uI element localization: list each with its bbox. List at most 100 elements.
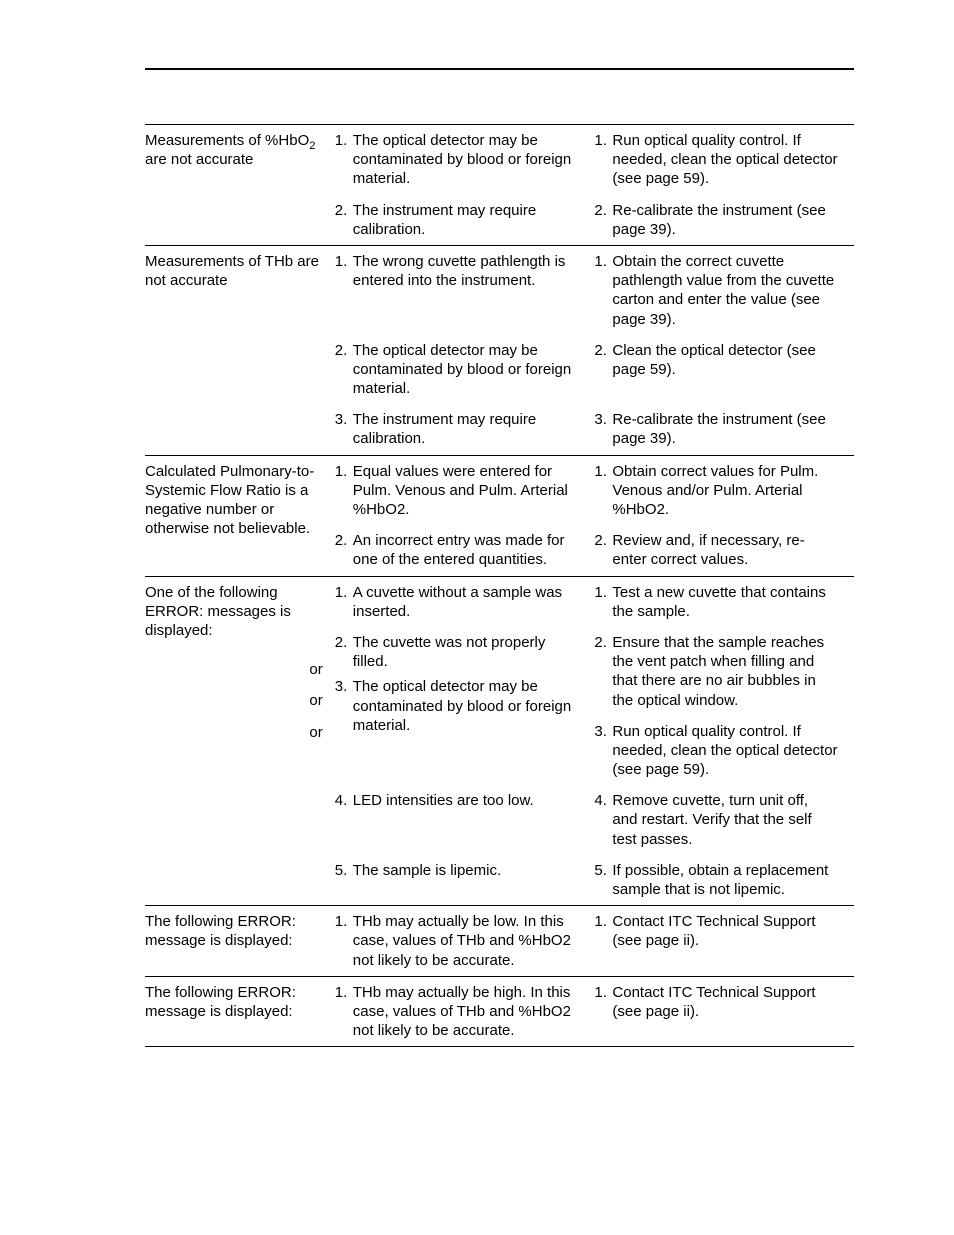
action-text: Clean the optical detector (see page 59)…: [612, 341, 834, 379]
cause-cell: 3.The instrument may require calibration…: [335, 404, 595, 455]
cause-text: Equal values were entered for Pulm. Veno…: [353, 462, 575, 520]
list-number: 2.: [335, 633, 353, 671]
action-cell: 1.Contact ITC Technical Support (see pag…: [594, 906, 854, 977]
cause-cell: 2.The cuvette was not properly filled.: [335, 627, 595, 671]
cause-cell: 1.A cuvette without a sample was inserte…: [335, 576, 595, 627]
action-cell: 2.Review and, if necessary, re-enter cor…: [594, 525, 854, 576]
action-cell: 2.Ensure that the sample reaches the ven…: [594, 627, 854, 716]
action-text: Remove cuvette, turn unit off, and resta…: [612, 791, 834, 849]
cause-cell: 4.LED intensities are too low.: [335, 785, 595, 855]
action-cell: 4.Remove cuvette, turn unit off, and res…: [594, 785, 854, 855]
action-text: Contact ITC Technical Support (see page …: [612, 912, 846, 950]
list-number: 1.: [594, 462, 612, 520]
list-number: 1.: [594, 912, 612, 950]
list-number: 2.: [594, 531, 612, 569]
list-number: 1.: [594, 983, 612, 1021]
list-number: 2.: [335, 201, 353, 239]
action-cell: 1.Run optical quality control. If needed…: [594, 125, 854, 195]
cause-text: LED intensities are too low.: [353, 791, 585, 810]
cause-cell: 1.The wrong cuvette pathlength is entere…: [335, 245, 595, 334]
problem-cell: Measurements of %HbO2 are not accurate: [145, 125, 335, 246]
cause-cell: 2.The optical detector may be contaminat…: [335, 335, 595, 405]
action-cell: 3.Run optical quality control. If needed…: [594, 716, 854, 786]
table-row: Measurements of THb are not accurate 1.T…: [145, 245, 854, 334]
list-number: 1.: [335, 583, 353, 621]
action-cell: 1.Test a new cuvette that contains the s…: [594, 576, 854, 627]
cause-text: THb may actually be low. In this case, v…: [353, 912, 575, 970]
list-number: 1.: [335, 983, 353, 1041]
cause-cell: 1.The optical detector may be contaminat…: [335, 125, 595, 195]
action-text: If possible, obtain a replacement sample…: [612, 861, 834, 899]
list-number: 2.: [335, 531, 353, 569]
problem-cell: Calculated Pulmonary-to-Systemic Flow Ra…: [145, 455, 335, 576]
header-rule: [145, 68, 854, 70]
cause-text: The optical detector may be contaminated…: [353, 341, 585, 399]
list-number: 1.: [335, 252, 353, 290]
cause-text: An incorrect entry was made for one of t…: [353, 531, 585, 569]
list-number: 2.: [335, 341, 353, 399]
action-text: Contact ITC Technical Support (see page …: [612, 983, 846, 1021]
cause-cell: 3.The optical detector may be contaminat…: [335, 671, 595, 785]
cause-cell: 1.THb may actually be high. In this case…: [335, 976, 595, 1047]
problem-or: or: [145, 660, 325, 679]
cause-text: The instrument may require calibration.: [353, 201, 585, 239]
page: Measurements of %HbO2 are not accurate 1…: [0, 0, 954, 1235]
list-number: 3.: [335, 410, 353, 448]
problem-or: or: [145, 691, 325, 710]
cause-text: The cuvette was not properly filled.: [353, 633, 585, 671]
cause-cell: 5.The sample is lipemic.: [335, 855, 595, 906]
list-number: 3.: [594, 410, 612, 448]
problem-cell: The following ERROR: message is displaye…: [145, 976, 335, 1047]
cause-text: A cuvette without a sample was inserted.: [353, 583, 575, 621]
action-text: Ensure that the sample reaches the vent …: [612, 633, 834, 710]
action-cell: 2.Re-calibrate the instrument (see page …: [594, 195, 854, 246]
cause-text: The wrong cuvette pathlength is entered …: [353, 252, 575, 290]
list-number: 1.: [594, 131, 612, 189]
action-text: Re-calibrate the instrument (see page 39…: [612, 410, 834, 448]
action-cell: 5.If possible, obtain a replacement samp…: [594, 855, 854, 906]
list-number: 4.: [594, 791, 612, 849]
problem-cell: One of the following ERROR: messages is …: [145, 576, 335, 906]
cause-text: The optical detector may be contaminated…: [353, 677, 585, 735]
cause-cell: 1.Equal values were entered for Pulm. Ve…: [335, 455, 595, 525]
list-number: 2.: [594, 341, 612, 379]
list-number: 1.: [335, 912, 353, 970]
action-cell: 1.Obtain the correct cuvette pathlength …: [594, 245, 854, 334]
list-number: 1.: [335, 462, 353, 520]
action-text: Obtain correct values for Pulm. Venous a…: [612, 462, 846, 520]
list-number: 3.: [335, 677, 353, 735]
list-number: 2.: [594, 633, 612, 710]
action-text: Review and, if necessary, re-enter corre…: [612, 531, 834, 569]
troubleshooting-table: Measurements of %HbO2 are not accurate 1…: [145, 124, 854, 1047]
problem-or: or: [145, 723, 325, 742]
cause-cell: 2.The instrument may require calibration…: [335, 195, 595, 246]
cause-text: The instrument may require calibration.: [353, 410, 585, 448]
table-row: The following ERROR: message is displaye…: [145, 976, 854, 1047]
action-cell: 3.Re-calibrate the instrument (see page …: [594, 404, 854, 455]
list-number: 2.: [594, 201, 612, 239]
action-text: Obtain the correct cuvette pathlength va…: [612, 252, 846, 329]
action-text: Run optical quality control. If needed, …: [612, 722, 844, 780]
list-number: 3.: [594, 722, 612, 780]
action-cell: 1.Obtain correct values for Pulm. Venous…: [594, 455, 854, 525]
list-number: 5.: [335, 861, 353, 880]
table-row: Measurements of %HbO2 are not accurate 1…: [145, 125, 854, 195]
table-row: Calculated Pulmonary-to-Systemic Flow Ra…: [145, 455, 854, 525]
cause-text: The sample is lipemic.: [353, 861, 585, 880]
list-number: 4.: [335, 791, 353, 810]
problem-text: One of the following ERROR: messages is …: [145, 583, 325, 641]
action-text: Re-calibrate the instrument (see page 39…: [612, 201, 834, 239]
table-row: One of the following ERROR: messages is …: [145, 576, 854, 627]
cause-cell: 2.An incorrect entry was made for one of…: [335, 525, 595, 576]
table-row: The following ERROR: message is displaye…: [145, 906, 854, 977]
action-text: Run optical quality control. If needed, …: [612, 131, 846, 189]
problem-cell: The following ERROR: message is displaye…: [145, 906, 335, 977]
list-number: 1.: [594, 583, 612, 621]
action-cell: 1.Contact ITC Technical Support (see pag…: [594, 976, 854, 1047]
problem-cell: Measurements of THb are not accurate: [145, 245, 335, 455]
cause-text: The optical detector may be contaminated…: [353, 131, 575, 189]
list-number: 1.: [594, 252, 612, 329]
list-number: 1.: [335, 131, 353, 189]
action-cell: 2.Clean the optical detector (see page 5…: [594, 335, 854, 405]
action-text: Test a new cuvette that contains the sam…: [612, 583, 846, 621]
